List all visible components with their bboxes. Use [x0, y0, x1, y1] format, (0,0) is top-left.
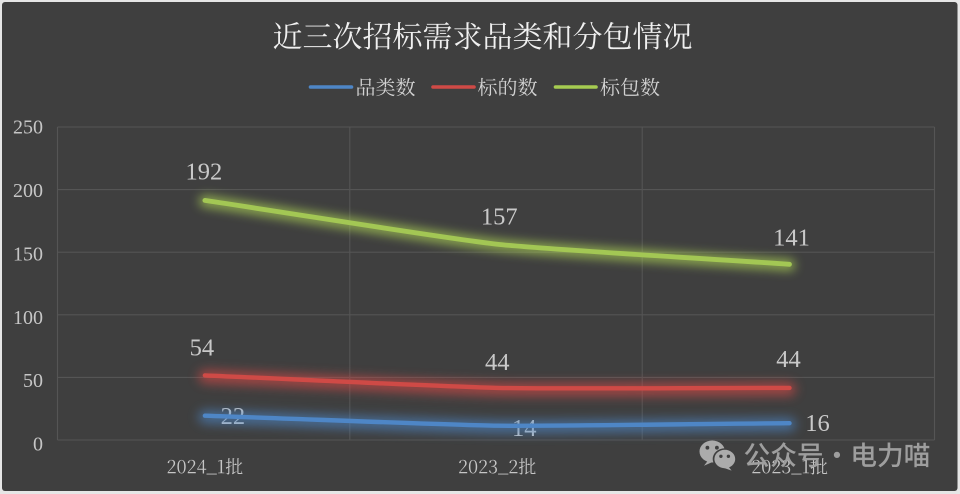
svg-text:157: 157 — [481, 203, 518, 230]
svg-text:192: 192 — [186, 158, 223, 185]
svg-text:44: 44 — [776, 346, 801, 373]
svg-text:150: 150 — [13, 243, 43, 265]
svg-text:250: 250 — [13, 117, 43, 139]
svg-text:141: 141 — [773, 224, 810, 251]
svg-text:16: 16 — [805, 410, 830, 437]
svg-text:50: 50 — [23, 370, 43, 392]
svg-text:100: 100 — [13, 307, 43, 329]
svg-text:200: 200 — [13, 180, 43, 202]
svg-text:44: 44 — [485, 349, 510, 376]
svg-text:54: 54 — [190, 334, 215, 361]
svg-text:0: 0 — [33, 434, 43, 456]
